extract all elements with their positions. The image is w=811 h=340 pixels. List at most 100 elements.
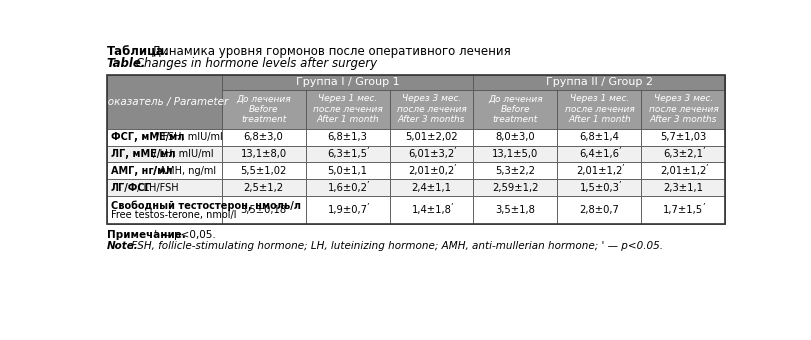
Text: 13,1±5,0: 13,1±5,0 — [491, 149, 538, 159]
Text: 6,8±1,3: 6,8±1,3 — [327, 132, 367, 142]
Bar — [221, 90, 305, 129]
Text: ’: ’ — [704, 164, 706, 173]
Bar — [473, 196, 557, 224]
Bar — [557, 196, 641, 224]
Text: Группа II / Group 2: Группа II / Group 2 — [545, 78, 652, 87]
Bar — [389, 163, 473, 180]
Bar — [305, 129, 389, 146]
Bar — [221, 129, 305, 146]
Text: ’: ’ — [618, 181, 620, 190]
Text: ’: ’ — [453, 164, 455, 173]
Text: 2,01±1,2: 2,01±1,2 — [576, 166, 622, 176]
Bar — [389, 129, 473, 146]
Text: 1,4±1,8: 1,4±1,8 — [411, 205, 451, 215]
Text: Свободный тестостерон, нмоль/л: Свободный тестостерон, нмоль/л — [110, 200, 300, 211]
Bar — [107, 146, 221, 163]
Text: 6,01±3,2: 6,01±3,2 — [408, 149, 454, 159]
Bar — [107, 163, 221, 180]
Bar — [473, 90, 557, 129]
Text: 1,5±0,3: 1,5±0,3 — [579, 183, 619, 193]
Text: / FSH, mIU/ml: / FSH, mIU/ml — [153, 132, 223, 142]
Text: ’: ’ — [366, 181, 368, 190]
Text: Через 3 мес.
после лечения
After 3 months: Через 3 мес. после лечения After 3 month… — [396, 95, 466, 124]
Text: ’: ’ — [366, 203, 368, 212]
Text: 2,59±1,2: 2,59±1,2 — [491, 183, 538, 193]
Bar — [221, 163, 305, 180]
Text: ЛГ/ФСГ: ЛГ/ФСГ — [110, 183, 152, 193]
Text: 5,0±1,1: 5,0±1,1 — [327, 166, 367, 176]
Bar — [473, 180, 557, 196]
Text: 13,1±8,0: 13,1±8,0 — [240, 149, 286, 159]
Text: Table.: Table. — [107, 57, 146, 70]
Bar — [389, 90, 473, 129]
Text: FSH, follicle-stimulating hormone; LH, luteinizing hormone; AMH, anti-mullerian : FSH, follicle-stimulating hormone; LH, l… — [127, 241, 662, 251]
Bar — [641, 163, 724, 180]
Text: ’: ’ — [702, 203, 704, 212]
Bar — [641, 90, 724, 129]
Bar — [473, 146, 557, 163]
Text: 2,4±1,1: 2,4±1,1 — [411, 183, 451, 193]
Text: 2,01±0,2: 2,01±0,2 — [408, 166, 454, 176]
Text: ЛГ, мМЕ/мл: ЛГ, мМЕ/мл — [110, 149, 175, 159]
Text: 1,9±0,7: 1,9±0,7 — [327, 205, 367, 215]
Text: До лечения
Before
treatment: До лечения Before treatment — [487, 95, 542, 124]
Text: 6,4±1,6: 6,4±1,6 — [579, 149, 619, 159]
Text: ’: ’ — [618, 147, 620, 156]
Bar — [221, 146, 305, 163]
Text: 3,5±0,18: 3,5±0,18 — [240, 205, 286, 215]
Bar — [107, 75, 724, 224]
Bar — [473, 163, 557, 180]
Text: АМГ, нг/мл: АМГ, нг/мл — [110, 166, 172, 176]
Bar — [557, 146, 641, 163]
Text: / LH/FSH: / LH/FSH — [134, 183, 178, 193]
Text: 6,8±3,0: 6,8±3,0 — [243, 132, 283, 142]
Bar — [107, 129, 221, 146]
Bar — [107, 196, 221, 224]
Text: Показатель / Parameter: Показатель / Parameter — [100, 97, 228, 107]
Text: 8,0±3,0: 8,0±3,0 — [495, 132, 534, 142]
Text: 5,01±2,02: 5,01±2,02 — [405, 132, 457, 142]
Text: 2,3±1,1: 2,3±1,1 — [663, 183, 702, 193]
Bar — [641, 180, 724, 196]
Text: Динамика уровня гормонов после оперативного лечения: Динамика уровня гормонов после оперативн… — [148, 45, 510, 58]
Bar — [557, 180, 641, 196]
Bar — [641, 146, 724, 163]
Text: 2,01±1,2: 2,01±1,2 — [659, 166, 706, 176]
Bar — [305, 196, 389, 224]
Text: Через 1 мес.
после лечения
After 1 month: Через 1 мес. после лечения After 1 month — [564, 95, 633, 124]
Text: 6,3±1,5: 6,3±1,5 — [327, 149, 367, 159]
Bar — [389, 146, 473, 163]
Text: 6,8±1,4: 6,8±1,4 — [579, 132, 619, 142]
Bar — [473, 129, 557, 146]
Text: / AMH, ng/ml: / AMH, ng/ml — [149, 166, 216, 176]
Bar — [305, 90, 389, 129]
Bar — [221, 180, 305, 196]
Text: 5,5±1,02: 5,5±1,02 — [240, 166, 286, 176]
Text: ФСГ, мМЕ/мл: ФСГ, мМЕ/мл — [110, 132, 184, 142]
Text: 6,3±2,1: 6,3±2,1 — [663, 149, 702, 159]
Bar — [221, 75, 473, 90]
Text: ’: ’ — [450, 203, 453, 212]
Text: ' — p<0,05.: ' — p<0,05. — [151, 230, 216, 240]
Text: 5,7±1,03: 5,7±1,03 — [659, 132, 706, 142]
Bar — [107, 180, 221, 196]
Text: ’: ’ — [620, 164, 623, 173]
Bar — [641, 129, 724, 146]
Text: Группа I / Group 1: Группа I / Group 1 — [295, 78, 399, 87]
Bar — [557, 129, 641, 146]
Text: ’: ’ — [453, 147, 455, 156]
Bar — [305, 180, 389, 196]
Text: 2,8±0,7: 2,8±0,7 — [579, 205, 619, 215]
Text: 3,5±1,8: 3,5±1,8 — [495, 205, 534, 215]
Text: Changes in hormone levels after surgery: Changes in hormone levels after surgery — [131, 57, 376, 70]
Bar — [389, 180, 473, 196]
Bar — [641, 196, 724, 224]
Text: ’: ’ — [366, 147, 368, 156]
Bar — [389, 196, 473, 224]
Bar — [557, 90, 641, 129]
Text: ’: ’ — [702, 147, 704, 156]
Bar — [473, 75, 724, 90]
Bar — [107, 75, 221, 129]
Text: Таблица.: Таблица. — [107, 45, 169, 58]
Text: Примечание.: Примечание. — [107, 230, 186, 240]
